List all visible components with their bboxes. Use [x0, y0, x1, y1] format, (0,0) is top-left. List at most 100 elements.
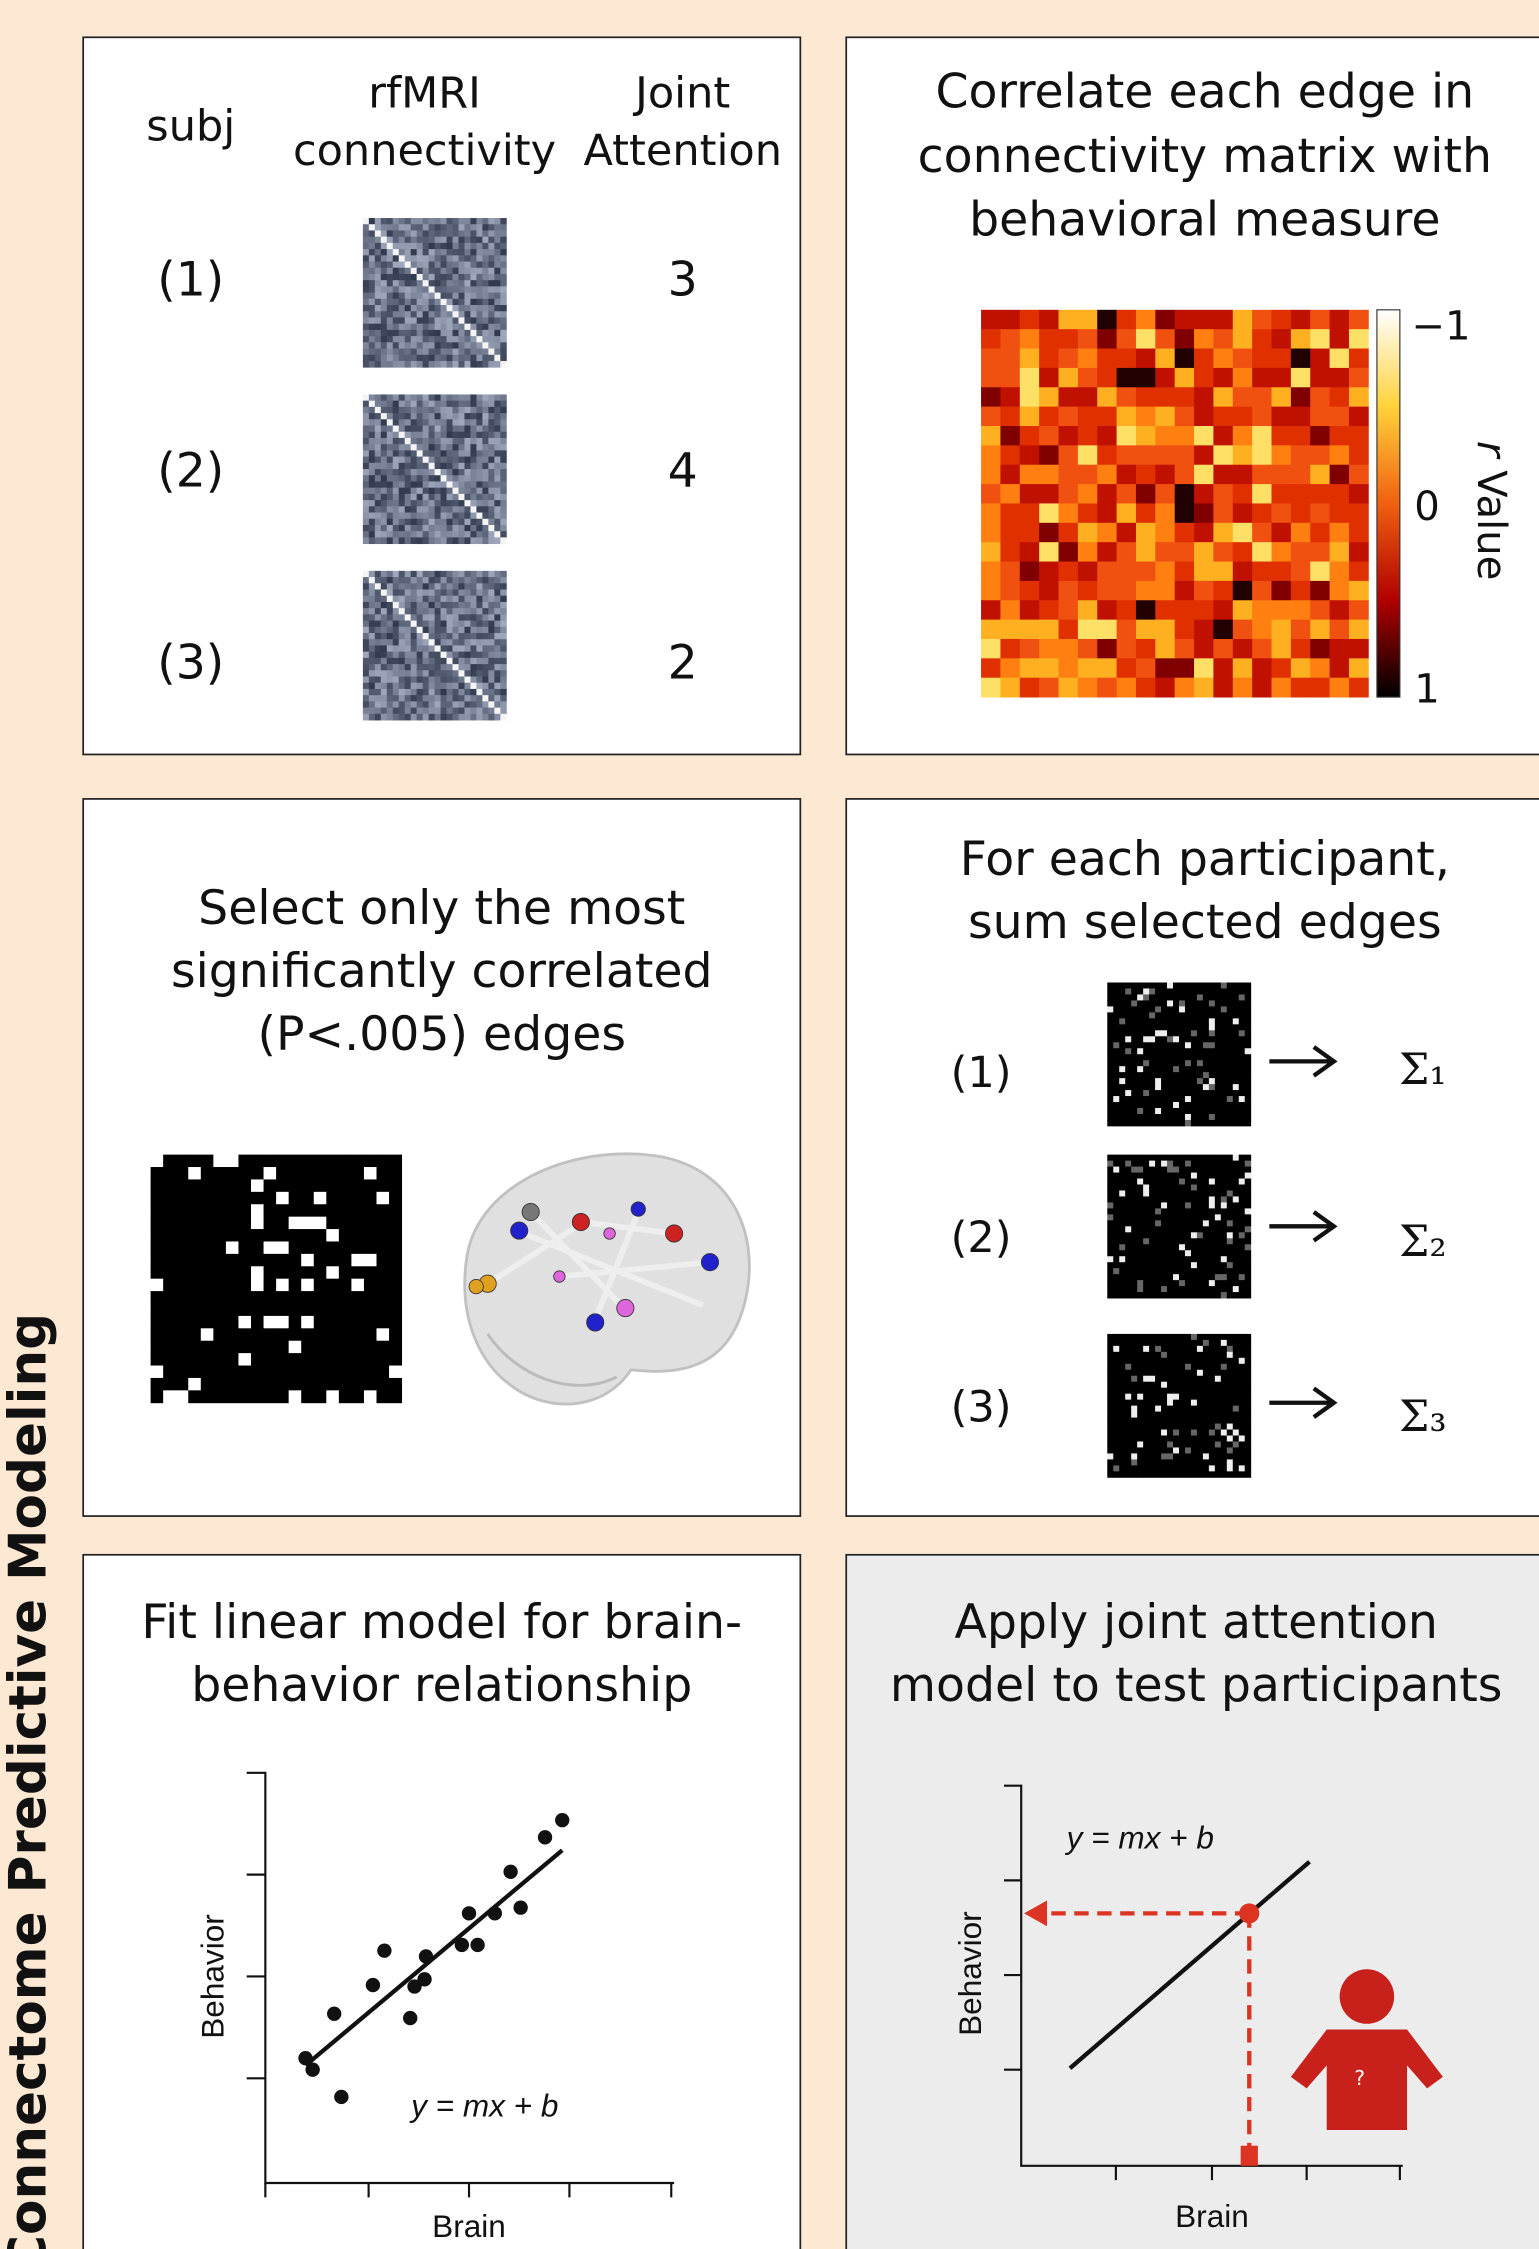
cell: [464, 293, 470, 300]
cell: [470, 243, 476, 250]
cell: [1107, 1382, 1113, 1388]
cell: [1125, 994, 1131, 1000]
cell: [176, 1155, 189, 1168]
cell: [339, 1192, 352, 1205]
cell: [1239, 1167, 1245, 1173]
cell: [393, 407, 399, 414]
cell: [1252, 562, 1272, 582]
cell: [1039, 503, 1059, 523]
cell: [1179, 1382, 1185, 1388]
cell: [1137, 988, 1143, 994]
cell: [494, 274, 500, 281]
cell: [381, 324, 387, 331]
cell: [1197, 1114, 1203, 1120]
cell: [238, 1217, 251, 1230]
cell: [1209, 1334, 1215, 1340]
cell: [1149, 1054, 1155, 1060]
cell: [435, 438, 441, 445]
cell: [213, 1204, 226, 1217]
cell: [1175, 349, 1195, 369]
cell: [1137, 1453, 1143, 1459]
cell: [1113, 1226, 1119, 1232]
subject: (1): [951, 1048, 1012, 1098]
cell: [1143, 1394, 1149, 1400]
cell: [423, 255, 429, 262]
cell: [458, 531, 464, 538]
cell: [482, 355, 488, 362]
cell: [1155, 1196, 1161, 1202]
cell: [1185, 1370, 1191, 1376]
cell: [458, 664, 464, 671]
cell: [458, 299, 464, 306]
cell: [470, 457, 476, 464]
cell: [1173, 1173, 1179, 1179]
cell: [1209, 1250, 1215, 1256]
cell: [1209, 1048, 1215, 1054]
cell: [417, 419, 423, 426]
cell: [393, 494, 399, 501]
cell: [1233, 1465, 1239, 1471]
cell: [1149, 1400, 1155, 1406]
cell: [1020, 368, 1040, 388]
cell: [417, 525, 423, 532]
cell: [251, 1390, 264, 1403]
cell: [1173, 1250, 1179, 1256]
cell: [1197, 1024, 1203, 1030]
cell: [476, 243, 482, 250]
cell: [276, 1390, 289, 1403]
cell: [351, 1155, 364, 1168]
cell: [393, 500, 399, 507]
cell: [1215, 1268, 1221, 1274]
cell: [1131, 1250, 1137, 1256]
cell: [363, 633, 369, 640]
cell: [458, 324, 464, 331]
cell: [1119, 1352, 1125, 1358]
cell: [482, 683, 488, 690]
cell: [435, 714, 441, 721]
cell: [981, 407, 1001, 427]
cell: [1107, 1268, 1113, 1274]
cell: [1239, 1262, 1245, 1268]
cell: [1059, 387, 1079, 407]
cell: [375, 701, 381, 708]
cell: [1233, 1250, 1239, 1256]
cell: [435, 670, 441, 677]
cell: [363, 224, 369, 231]
cell: [441, 525, 447, 532]
cell: [238, 1316, 251, 1329]
cell: [1173, 1459, 1179, 1465]
cell: [1119, 1453, 1125, 1459]
cell: [1149, 1220, 1155, 1226]
cell: [1185, 1238, 1191, 1244]
cell: [417, 488, 423, 495]
cell: [1203, 1012, 1209, 1018]
cell: [494, 280, 500, 287]
cell: [399, 481, 405, 488]
cell: [435, 426, 441, 433]
cell: [399, 255, 405, 262]
cell: [447, 596, 453, 603]
cell: [458, 506, 464, 513]
cell: [1161, 1185, 1167, 1191]
cell: [387, 577, 393, 584]
cell: [176, 1341, 189, 1354]
cell: [1149, 1048, 1155, 1054]
cell: [289, 1378, 302, 1391]
cell: [1107, 1054, 1113, 1060]
cell: [1233, 1024, 1239, 1030]
cell: [1161, 1292, 1167, 1298]
cell: [1136, 368, 1156, 388]
cell: [188, 1192, 201, 1205]
cell: [417, 324, 423, 331]
cell: [1215, 1114, 1221, 1120]
cell: [1149, 1346, 1155, 1352]
cell: [151, 1341, 164, 1354]
cell: [458, 670, 464, 677]
cell: [201, 1179, 214, 1192]
cell: [429, 262, 435, 269]
cell: [1167, 1268, 1173, 1274]
cell: [381, 531, 387, 538]
cell: [1155, 368, 1175, 388]
cell: [476, 577, 482, 584]
cell: [251, 1266, 264, 1279]
